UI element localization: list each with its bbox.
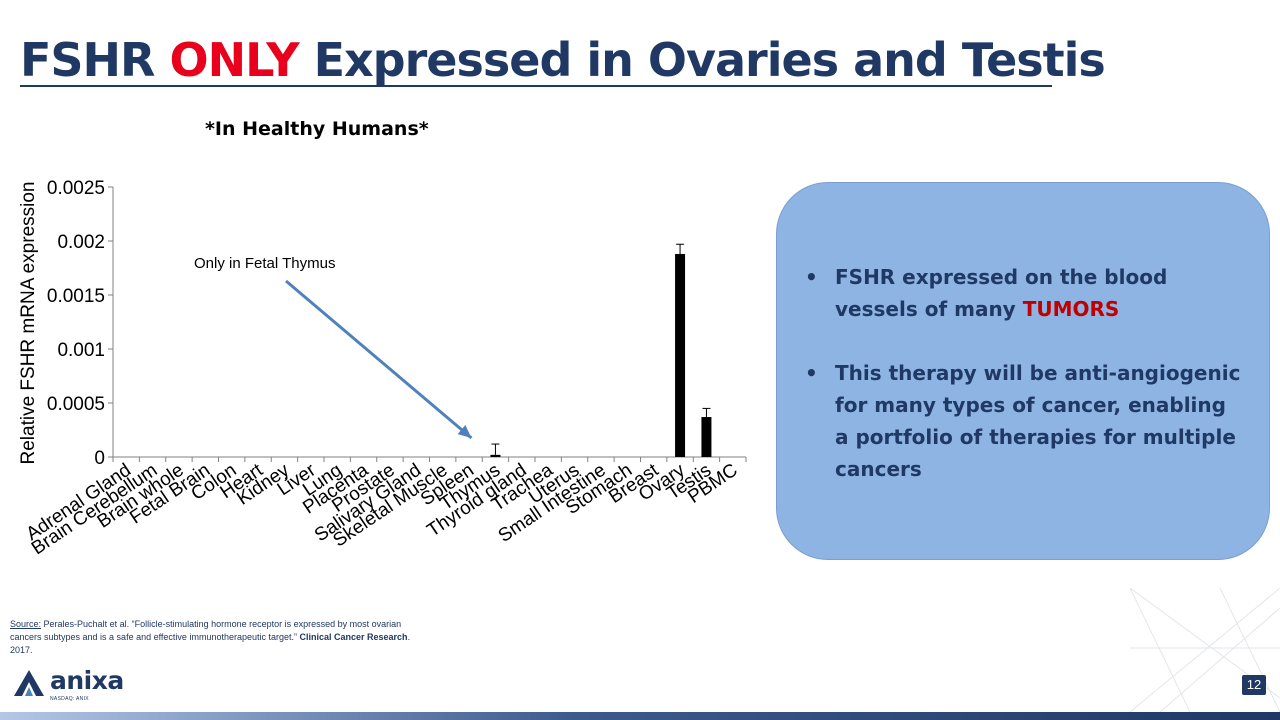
source-label: Source: <box>10 619 42 629</box>
bar-ovary <box>675 253 686 457</box>
y-tick-label: 0.0025 <box>47 178 105 199</box>
source-text: Perales-Puchalt et al. “Follicle-stimula… <box>10 619 402 642</box>
decorative-line-pattern <box>1130 588 1280 712</box>
bar-thymus <box>490 454 501 457</box>
annotation-arrow-line <box>285 279 473 440</box>
bullet1-text: FSHR expressed on the blood vessels of m… <box>835 265 1168 321</box>
source-year: . 2017. <box>10 632 411 655</box>
source-citation: Source: Perales-Puchalt et al. “Follicle… <box>10 618 420 657</box>
key-points-callout: FSHR expressed on the blood vessels of m… <box>776 182 1270 560</box>
annotation-text: Only in Fetal Thymus <box>194 255 335 272</box>
callout-list: FSHR expressed on the blood vessels of m… <box>805 261 1245 485</box>
title-part-fshr: FSHR <box>20 33 170 87</box>
anixa-logo: anixa NASDAQ: ANIX <box>14 666 134 708</box>
title-underline <box>20 85 1052 87</box>
callout-bullet-therapy: This therapy will be anti-angiogenic for… <box>805 357 1245 485</box>
y-tick-label: 0.0015 <box>47 286 105 307</box>
annotation-arrow-head <box>457 425 472 438</box>
logo-ticker: NASDAQ: ANIX <box>50 696 89 702</box>
title-part-rest: Expressed in Ovaries and Testis <box>298 33 1106 87</box>
callout-bullet-tumors: FSHR expressed on the blood vessels of m… <box>805 261 1245 325</box>
title-highlight-only: ONLY <box>169 33 300 87</box>
bar-testis <box>701 417 712 457</box>
fshr-expression-chart: Relative FSHR mRNA expression 0 0.0005 0.0… <box>18 178 747 559</box>
y-tick-label: 0.002 <box>57 232 105 253</box>
slide-title: FSHR ONLY Expressed in Ovaries and Testi… <box>20 30 1106 90</box>
footer-bar <box>0 712 1280 720</box>
chart-ylabel: Relative FSHR mRNA expression <box>18 182 39 465</box>
bullet1-highlight: TUMORS <box>1022 297 1120 321</box>
bullet2-text: This therapy will be anti-angiogenic for… <box>835 361 1241 481</box>
y-tick-label: 0 <box>94 448 105 469</box>
y-tick-label: 0.001 <box>57 340 105 361</box>
logo-wordmark: anixa <box>50 666 124 695</box>
y-tick-label: 0.0005 <box>47 394 105 415</box>
anixa-logo-mark <box>14 670 44 696</box>
page-number: 12 <box>1242 675 1266 695</box>
source-journal: Clinical Cancer Research <box>299 632 408 642</box>
chart-subtitle: *In Healthy Humans* <box>205 118 429 140</box>
